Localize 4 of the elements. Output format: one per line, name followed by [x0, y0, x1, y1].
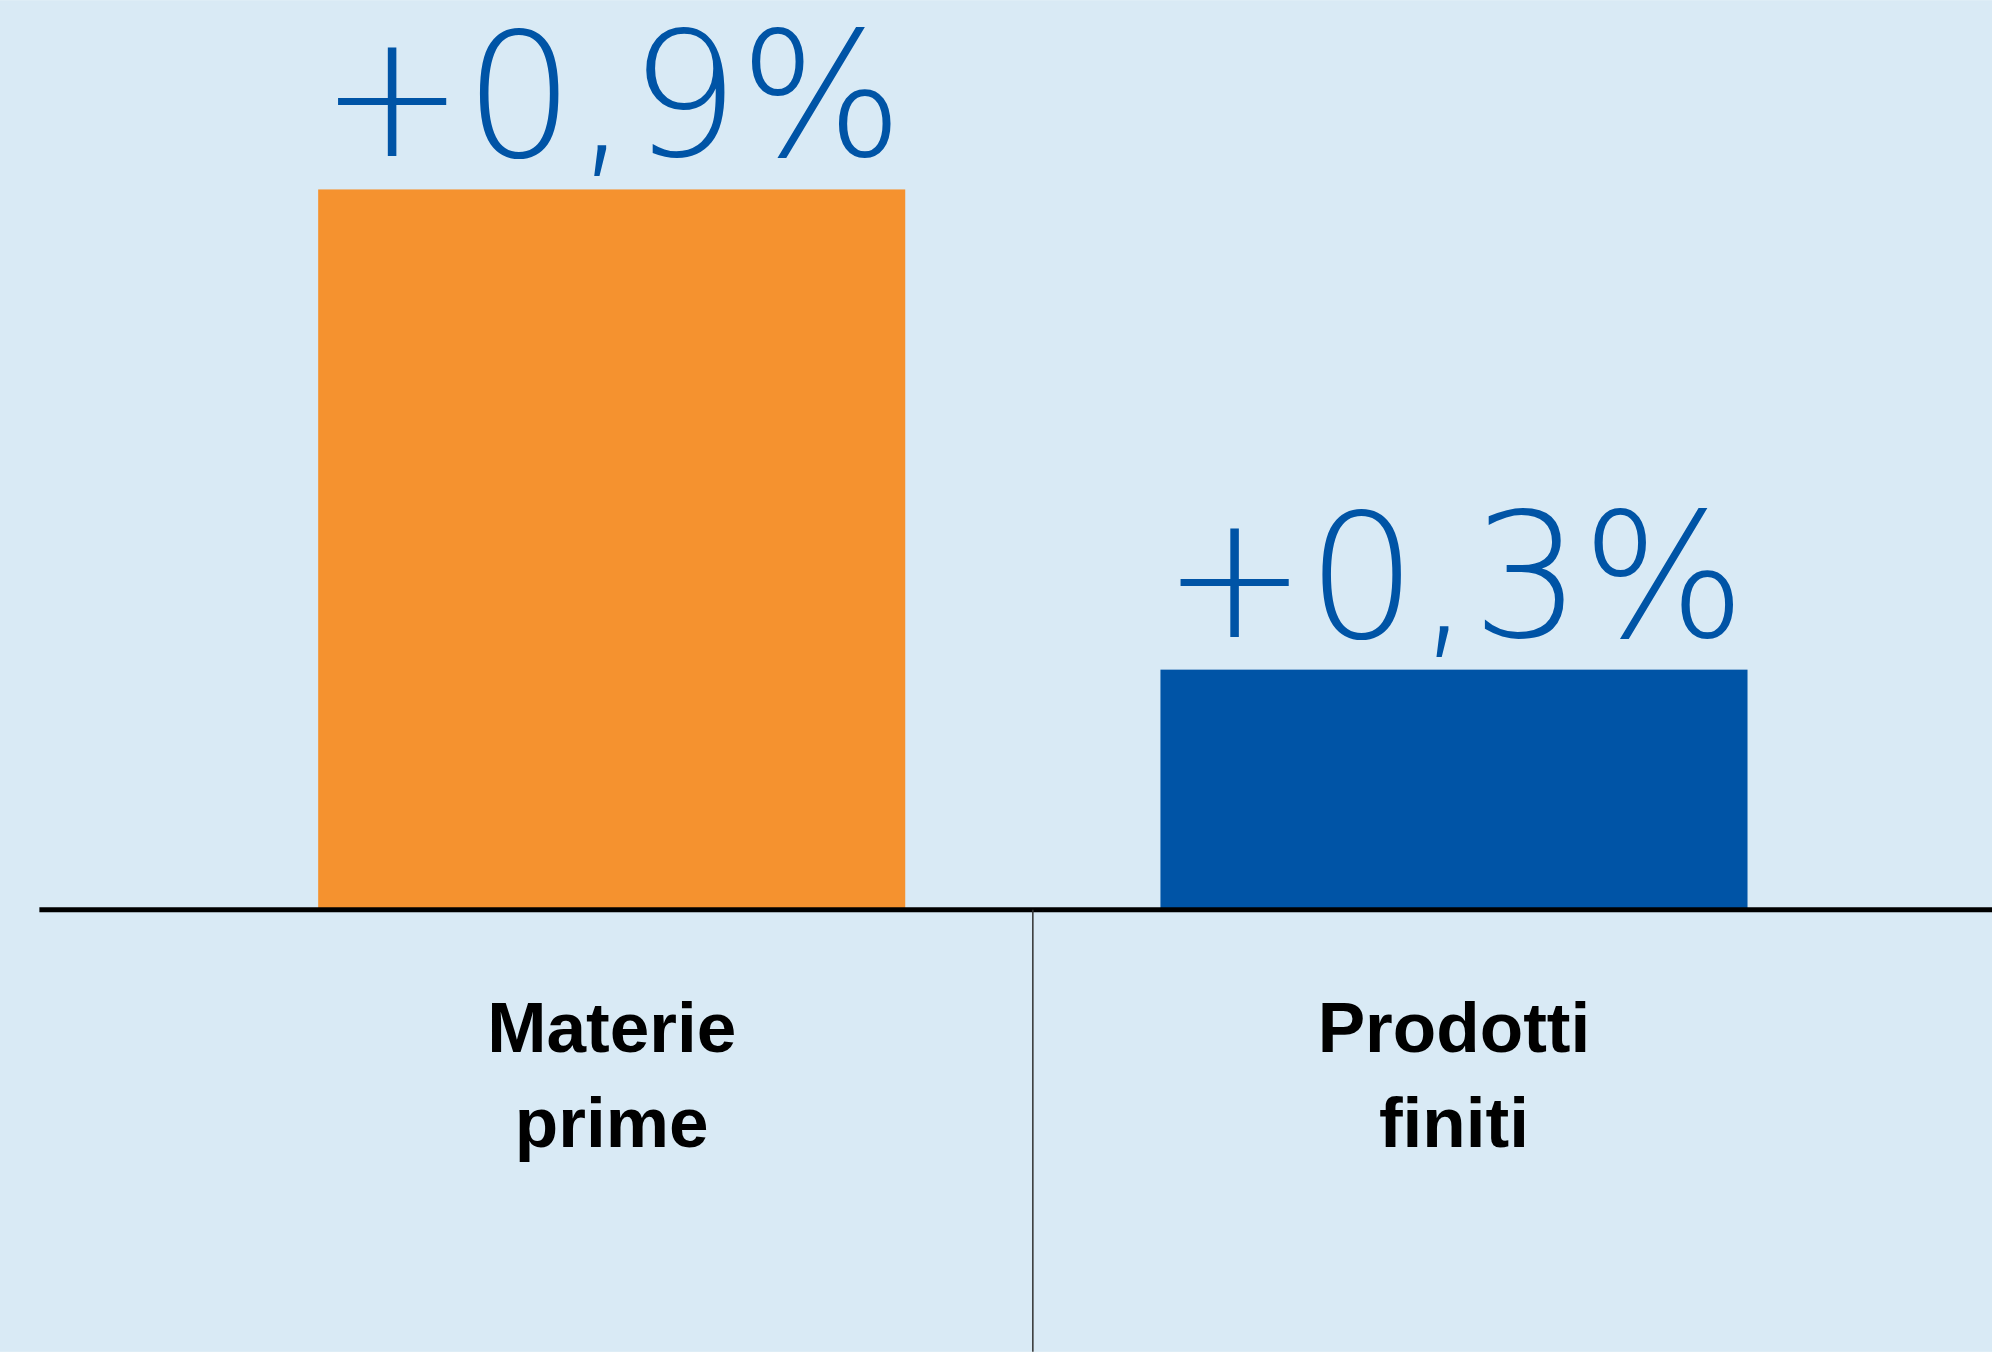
data-label: +0,9%	[319, 0, 904, 198]
data-label: +0,3%	[1162, 476, 1746, 678]
x-tick-label: Materie prime	[487, 988, 737, 1163]
x-tick-label: Prodotti finiti	[1317, 988, 1591, 1163]
